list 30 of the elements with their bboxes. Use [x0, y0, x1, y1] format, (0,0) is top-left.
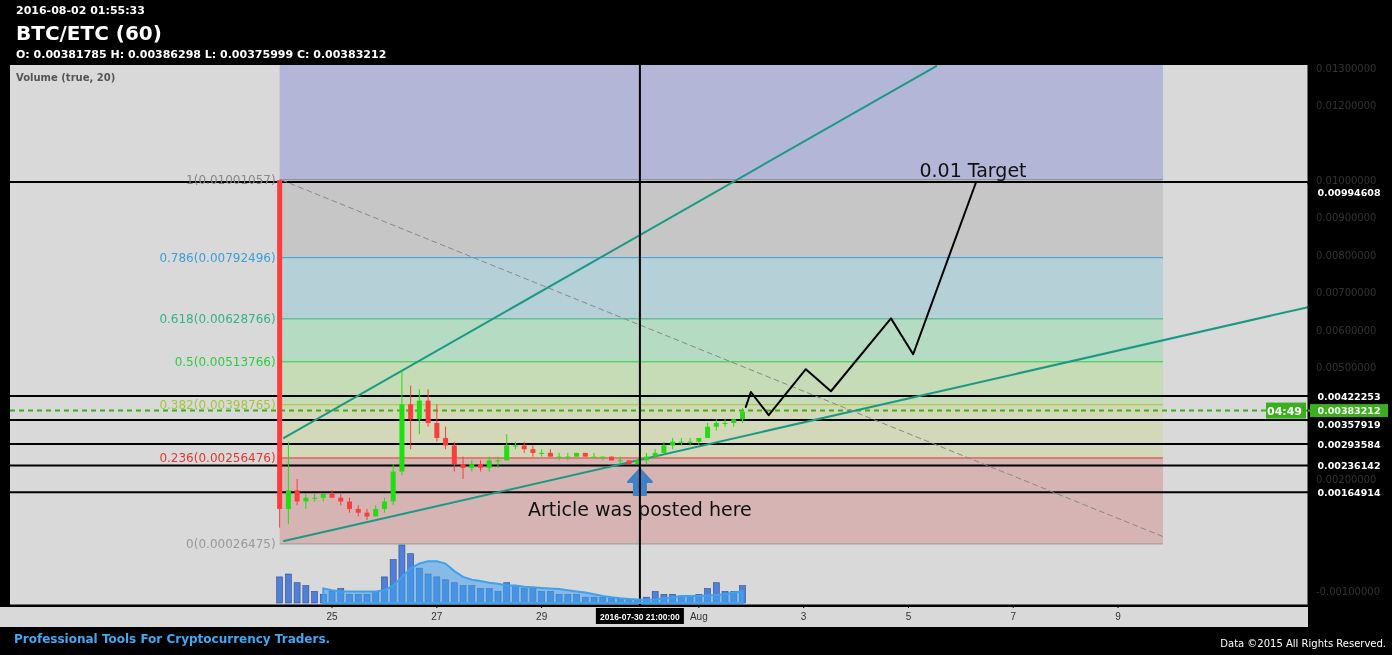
ref-line-label: 0.00164914 — [1317, 486, 1381, 498]
ref-line-label: 0.00293584 — [1317, 438, 1381, 450]
text: 2016-08-02 01:55:33 — [16, 4, 145, 17]
x-tick-label: 25 — [326, 611, 339, 622]
ref-line-label: 0.00236142 — [1317, 460, 1381, 472]
chart-title: BTC/ETC (60) — [16, 21, 162, 45]
band-label: 0.5(0.00513766) — [174, 354, 276, 369]
ref-line-label: 0.00383212 — [1317, 405, 1381, 417]
x-tick-label: 27 — [431, 611, 443, 622]
chart-subtitle: O: 0.00381785 H: 0.00386298 L: 0.00375999 C: 0.00383212 — [16, 48, 387, 61]
annotation: 0.01 Target — [919, 159, 1027, 181]
x-tick-label: 3 — [800, 611, 807, 622]
ref-line-label: 2016-07-30 21:00:00 — [599, 612, 681, 622]
ref-line-label: 0.00422253 — [1317, 390, 1381, 402]
text: Professional Tools For Cryptocurrency Traders. — [14, 632, 331, 646]
legend-label: 0.00994608 — [1317, 186, 1381, 198]
x-tick-label: 5 — [905, 611, 912, 622]
band-label: 0(0.00026475) — [186, 536, 276, 551]
band-label: 0.382(0.00398765) — [159, 397, 276, 412]
x-tick-label: 7 — [1010, 611, 1017, 622]
x-tick-label: 9 — [1115, 611, 1122, 622]
band-label: 0.786(0.00792496) — [159, 250, 276, 265]
annotation: Volume (true, 20) — [16, 72, 116, 83]
band-label: 0.618(0.00628766) — [159, 311, 276, 326]
x-tick-label: Aug — [689, 611, 708, 622]
band-label: 0.236(0.00256476) — [159, 450, 276, 465]
x-tick-label: 29 — [536, 611, 548, 622]
ref-line-label: 0.00357919 — [1317, 419, 1381, 431]
text: Data ©2015 All Rights Reserved. — [1220, 638, 1386, 649]
annotation: 04:49 — [1266, 404, 1302, 418]
